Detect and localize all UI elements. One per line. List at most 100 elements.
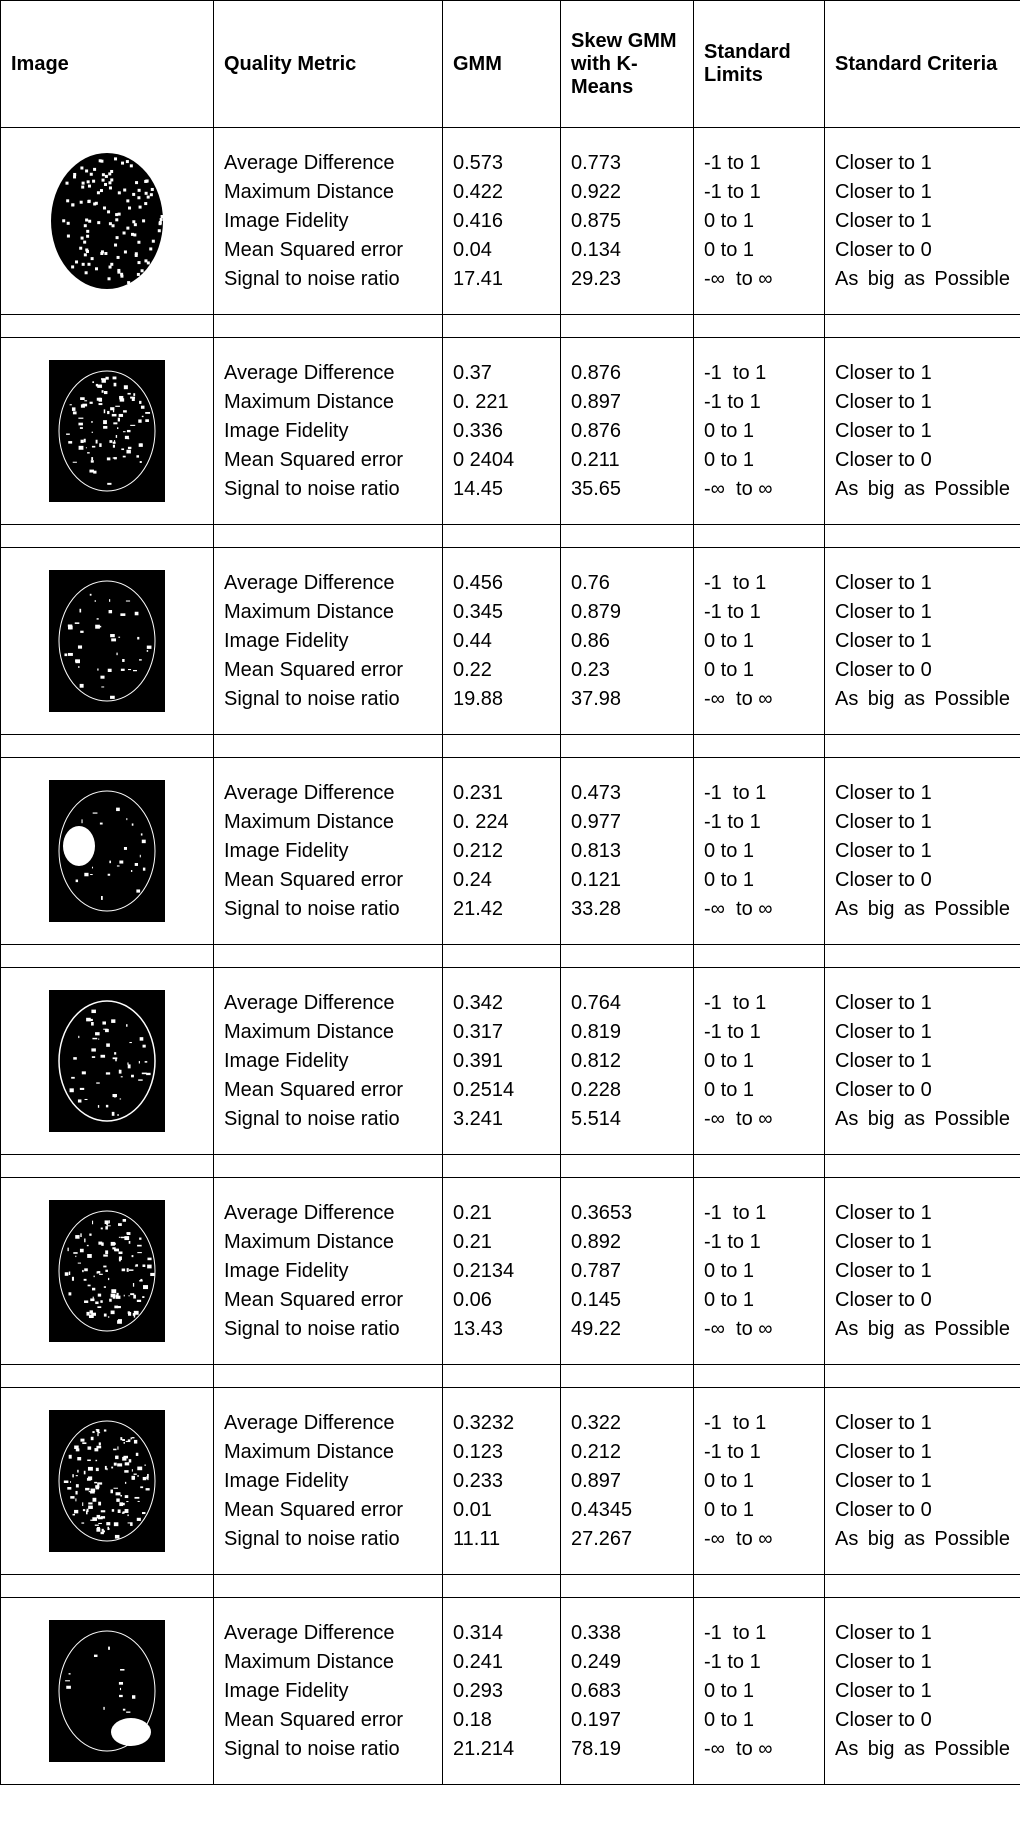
gmm-value: 0 2404 [453, 446, 550, 475]
image-cell [1, 758, 214, 945]
scan-detail [147, 1265, 151, 1269]
scan-image [49, 990, 165, 1132]
scan-detail [96, 384, 98, 386]
limits-value: -∞ to ∞ [704, 685, 814, 714]
scan-detail [118, 637, 120, 638]
scan-detail [75, 622, 80, 624]
metric-value: Average Difference [224, 1199, 432, 1228]
scan-detail [123, 431, 126, 432]
skew-value: 78.19 [571, 1735, 683, 1764]
metric-value: Maximum Distance [224, 388, 432, 417]
scan-detail [140, 461, 142, 463]
header-cell: Quality Metric [214, 1, 443, 128]
scan-detail [107, 411, 109, 414]
scan-detail [137, 1475, 139, 1476]
header-cell: Image [1, 1, 214, 128]
scan-detail [92, 180, 95, 183]
scan-detail [111, 1718, 151, 1746]
scan-detail [73, 462, 77, 463]
scan-detail [143, 868, 145, 871]
scan-detail [98, 1039, 99, 1040]
scan-detail [101, 1510, 105, 1512]
scan-detail [135, 863, 138, 866]
metric-value: Signal to noise ratio [224, 265, 432, 294]
scan-detail [90, 173, 93, 176]
scan-detail [104, 409, 106, 413]
scan-detail [49, 990, 165, 1132]
gmm-value: 0.22 [453, 656, 550, 685]
scan-detail [84, 1268, 88, 1271]
gmm-value: 0.391 [453, 1047, 550, 1076]
scan-detail [134, 1474, 137, 1475]
criteria-value: Closer to 1 [835, 1409, 1010, 1438]
metric-value: Maximum Distance [224, 1648, 432, 1677]
metric-value: Signal to noise ratio [224, 1105, 432, 1134]
scan-detail [141, 406, 145, 409]
scan-detail [132, 1437, 135, 1438]
scan-detail [84, 1300, 88, 1302]
scan-detail [74, 1510, 78, 1513]
scan-detail [137, 1467, 142, 1471]
scan-detail [69, 1673, 71, 1674]
scan-detail [128, 1064, 131, 1068]
spacer-cell [1, 525, 214, 548]
gmm-value: 0.01 [453, 1496, 550, 1525]
scan-detail [106, 1043, 110, 1046]
scan-detail [119, 1237, 121, 1238]
scan-detail [136, 455, 139, 457]
scan-detail [111, 1467, 113, 1469]
scan-detail [135, 181, 138, 184]
metric-value: Mean Squared error [224, 656, 432, 685]
scan-detail [73, 175, 76, 178]
scan-detail [116, 808, 120, 811]
data-row: Average DifferenceMaximum DistanceImage … [1, 1178, 1020, 1365]
metric-value: Signal to noise ratio [224, 895, 432, 924]
skew-value: 0.813 [571, 837, 683, 866]
spacer-row [1, 1575, 1020, 1598]
image-cell [1, 548, 214, 735]
scan-detail [111, 638, 116, 641]
metric-cell: Average DifferenceMaximum DistanceImage … [214, 1178, 443, 1365]
scan-detail [96, 440, 98, 444]
limits-value: -1 to 1 [704, 598, 814, 627]
spacer-row [1, 1365, 1020, 1388]
scan-detail [91, 460, 94, 462]
scan-detail [109, 440, 112, 443]
scan-detail [135, 612, 139, 616]
skew-value: 0.922 [571, 178, 683, 207]
scan-detail [95, 1032, 100, 1035]
scan-detail [105, 1226, 108, 1229]
skew-value: 0.787 [571, 1257, 683, 1286]
scan-detail [80, 1439, 84, 1442]
gmm-value: 0.416 [453, 207, 550, 236]
scan-detail [98, 1105, 99, 1108]
scan-detail [118, 1224, 119, 1225]
scan-detail [114, 1463, 117, 1466]
scan-detail [123, 456, 126, 458]
scan-detail [91, 1022, 94, 1026]
scan-detail [81, 819, 82, 823]
scan-detail [49, 570, 165, 712]
metric-cell: Average DifferenceMaximum DistanceImage … [214, 1598, 443, 1785]
scan-detail [89, 1234, 91, 1236]
scan-detail [105, 377, 108, 380]
scan-detail [115, 1535, 120, 1539]
scan-detail [73, 1252, 77, 1254]
scan-detail [87, 263, 90, 266]
metric-cell: Average DifferenceMaximum DistanceImage … [214, 338, 443, 525]
scan-detail [122, 1457, 126, 1461]
criteria-value: As big as Possible [835, 265, 1010, 294]
scan-detail [107, 457, 110, 460]
scan-detail [105, 1029, 109, 1032]
scan-detail [72, 1474, 73, 1477]
skew-value: 0.145 [571, 1286, 683, 1315]
scan-detail [110, 170, 113, 173]
scan-detail [72, 407, 76, 411]
scan-detail [77, 1470, 78, 1473]
scan-detail [94, 1276, 95, 1278]
scan-detail [86, 1018, 91, 1022]
spacer-cell [214, 525, 443, 548]
scan-detail [67, 235, 70, 238]
gmm-value: 21.214 [453, 1735, 550, 1764]
scan-detail [100, 252, 103, 255]
